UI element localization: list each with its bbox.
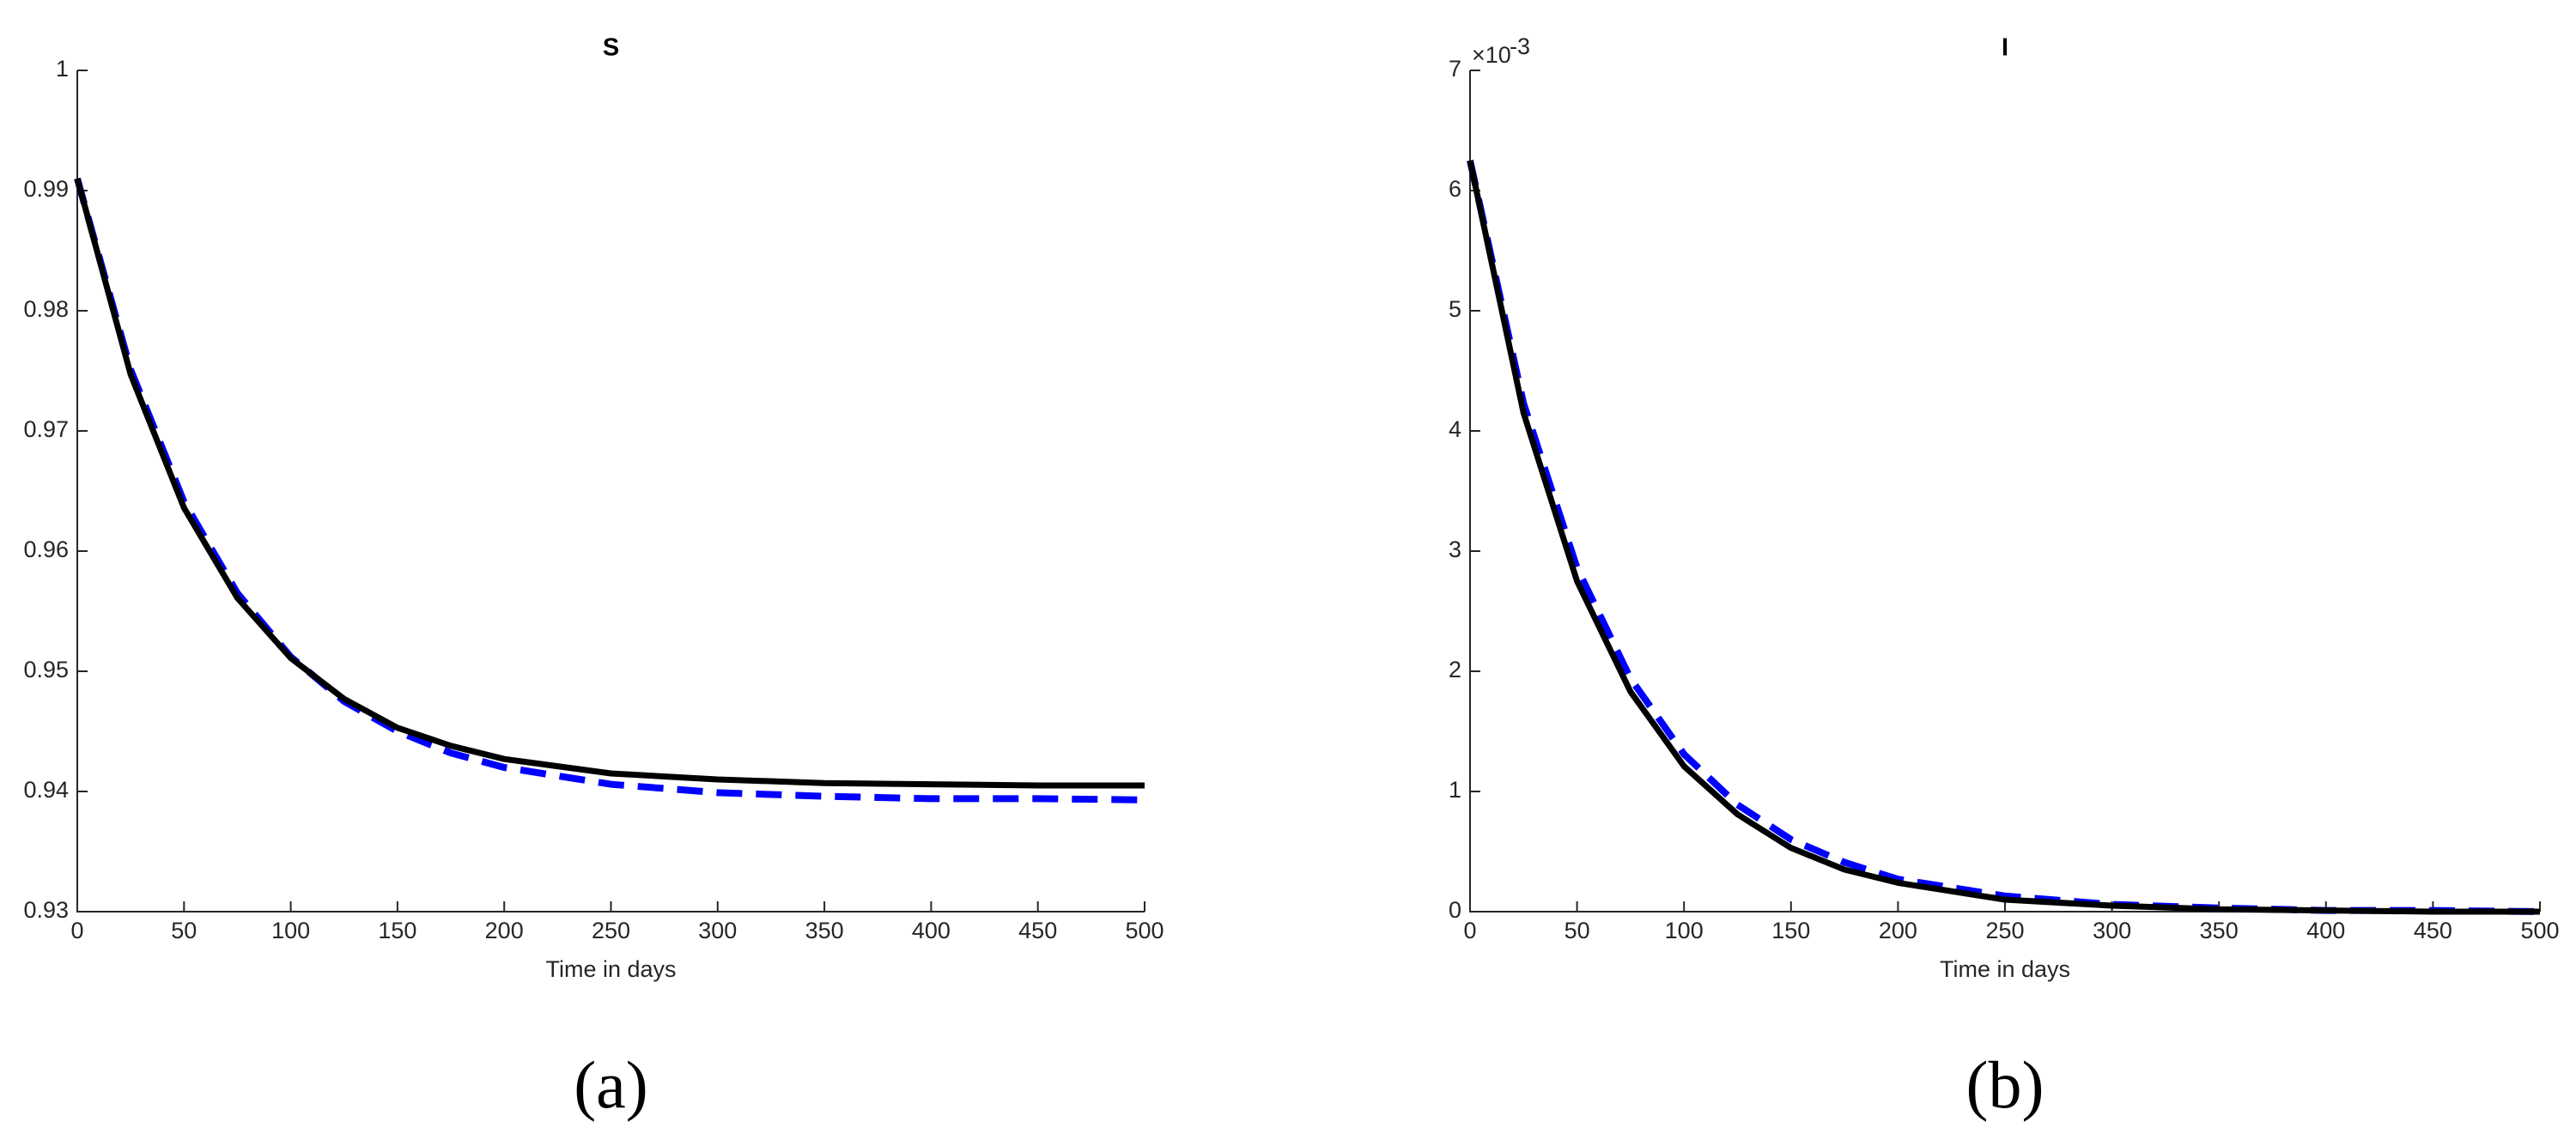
y-tick-label: 3 bbox=[1449, 537, 1461, 562]
x-tick-label: 250 bbox=[1985, 918, 2024, 943]
y-tick-label: 0.95 bbox=[23, 657, 69, 682]
y-tick-label: 0.97 bbox=[23, 416, 69, 442]
series-line bbox=[1467, 160, 2540, 915]
y-tick-label: 4 bbox=[1449, 416, 1461, 442]
y-tick-label: 0.93 bbox=[23, 897, 69, 923]
x-axis-label: Time in days bbox=[1940, 956, 2070, 982]
x-tick-label: 300 bbox=[2093, 918, 2131, 943]
x-tick-label: 450 bbox=[1018, 918, 1057, 943]
y-tick-label: 6 bbox=[1449, 176, 1461, 202]
x-tick-label: 450 bbox=[2414, 918, 2452, 943]
y-tick-label: 0 bbox=[1449, 897, 1461, 923]
y-tick-label: 0.98 bbox=[23, 296, 69, 322]
x-tick-label: 0 bbox=[70, 918, 83, 943]
x-tick-label: 500 bbox=[2520, 918, 2559, 943]
y-tick-label: 0.96 bbox=[23, 537, 69, 562]
x-tick-label: 400 bbox=[2306, 918, 2345, 943]
y-tick-label: 1 bbox=[1449, 777, 1461, 803]
y-tick-label: 2 bbox=[1449, 657, 1461, 682]
x-tick-label: 150 bbox=[378, 918, 416, 943]
axes bbox=[1469, 70, 2540, 913]
x-tick-label: 150 bbox=[1771, 918, 1810, 943]
x-tick-label: 400 bbox=[912, 918, 951, 943]
panel: 0 1 2 3 4 5 6 7 0 50 100 150 200 250 300 350 400 450 500 ×1… bbox=[1449, 33, 2560, 1122]
y-tick-label: 7 bbox=[1449, 56, 1461, 82]
y-multiplier: ×10 bbox=[1472, 42, 1511, 68]
series-line bbox=[74, 178, 1145, 789]
x-tick-label: 350 bbox=[805, 918, 844, 943]
y-tick-label: 0.99 bbox=[23, 176, 69, 202]
y-multiplier-exponent: -3 bbox=[1510, 33, 1530, 59]
panel: 0.93 0.94 0.95 0.96 0.97 0.98 0.99 1 0 50 100 150 20… bbox=[23, 34, 1163, 1122]
x-tick-label: 0 bbox=[1463, 918, 1476, 943]
x-tick-label: 250 bbox=[592, 918, 630, 943]
chart-title: I bbox=[2002, 34, 2008, 62]
y-tick-label: 1 bbox=[56, 56, 69, 82]
series-line bbox=[1467, 160, 2541, 915]
panel-caption: (a) bbox=[574, 1047, 648, 1122]
x-tick-label: 200 bbox=[485, 918, 524, 943]
x-tick-label: 350 bbox=[2200, 918, 2239, 943]
y-tick-label: 0.94 bbox=[23, 777, 69, 803]
series-line bbox=[74, 177, 1145, 803]
x-tick-label: 300 bbox=[698, 918, 737, 943]
x-tick-label: 500 bbox=[1125, 918, 1163, 943]
x-tick-label: 200 bbox=[1879, 918, 1917, 943]
y-tick-label: 5 bbox=[1449, 296, 1461, 322]
x-tick-label: 50 bbox=[1564, 918, 1590, 943]
panel-caption: (b) bbox=[1966, 1047, 2044, 1122]
chart-title: S bbox=[603, 34, 619, 62]
x-axis-label: Time in days bbox=[545, 956, 676, 982]
x-tick-label: 100 bbox=[271, 918, 310, 943]
x-tick-label: 100 bbox=[1665, 918, 1704, 943]
x-tick-label: 50 bbox=[171, 918, 197, 943]
